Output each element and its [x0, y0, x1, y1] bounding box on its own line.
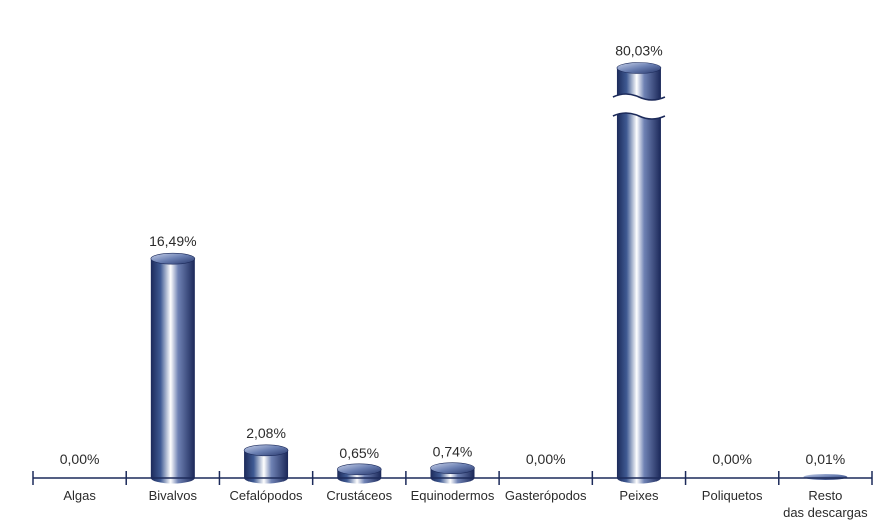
bar-equinodermos	[430, 462, 475, 484]
bar-cefal-podos	[243, 444, 289, 484]
value-label: 0,74%	[433, 444, 473, 460]
category-label: Cefalópodos	[230, 488, 303, 503]
value-label: 16,49%	[149, 233, 196, 249]
value-label: 0,65%	[339, 445, 379, 461]
category-label: Gasterópodos	[505, 488, 587, 503]
value-label: 0,00%	[60, 451, 100, 467]
category-label: Equinodermos	[411, 488, 495, 503]
value-labels-group: 0,00% 16,49% 2,08% 0,65% 0,74% 0,00% 80,03% 0,0…	[60, 43, 845, 468]
bar-bivalvos	[150, 252, 196, 484]
bar-crust-ceos	[336, 463, 382, 484]
category-label: Algas	[63, 488, 96, 503]
bars-group	[150, 62, 848, 484]
value-label: 0,01%	[806, 451, 846, 467]
bar-peixes	[612, 62, 666, 484]
bar-top	[616, 62, 662, 74]
category-label: Peixes	[619, 488, 659, 503]
value-label: 2,08%	[246, 425, 286, 441]
bar-top	[430, 462, 475, 474]
axis-break-line	[612, 112, 666, 120]
bar-body	[244, 450, 289, 484]
bar-top	[150, 252, 196, 265]
category-label: Bivalvos	[149, 488, 198, 503]
axis-break-line	[612, 93, 666, 101]
value-label: 0,00%	[712, 451, 752, 467]
bar-top	[243, 444, 289, 457]
value-label: 80,03%	[615, 43, 662, 59]
category-label: Poliquetos	[702, 488, 763, 503]
category-labels-group: Algas Bivalvos Cefalópodos Crustáceos Equino…	[63, 488, 868, 520]
bar-body	[150, 258, 195, 484]
x-axis	[32, 471, 873, 485]
bar-resto-das-descargas	[803, 474, 848, 480]
bar-body	[616, 68, 661, 484]
category-label: Resto das descargas	[783, 488, 868, 520]
value-label: 0,00%	[526, 451, 566, 467]
category-label: Crustáceos	[326, 488, 392, 503]
bar-top	[336, 463, 382, 476]
